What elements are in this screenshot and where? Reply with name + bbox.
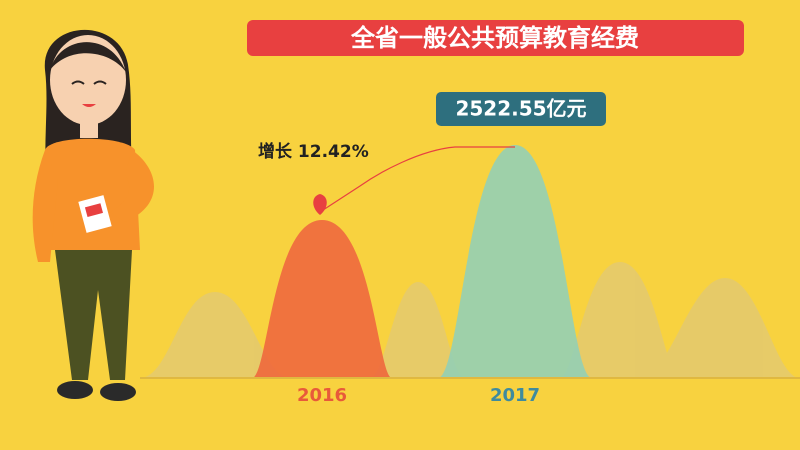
year-label: 2016: [297, 385, 347, 406]
growth-label: 增长 12.42%: [258, 141, 369, 162]
value-label: 2522.55亿元: [455, 97, 586, 121]
background-hills: [140, 262, 800, 378]
value-badge: [436, 92, 606, 126]
peak-2016: [252, 220, 392, 378]
hill: [640, 278, 800, 378]
peak-2017: [438, 145, 592, 378]
hill: [140, 292, 290, 378]
connector: [319, 146, 515, 213]
pin: [313, 194, 327, 215]
hill: [370, 282, 465, 378]
hill: [560, 262, 680, 378]
year-label: 2017: [490, 385, 540, 406]
title-banner: [247, 20, 744, 56]
title: 全省一般公共预算教育经费: [350, 24, 639, 52]
illustration: [32, 29, 155, 401]
